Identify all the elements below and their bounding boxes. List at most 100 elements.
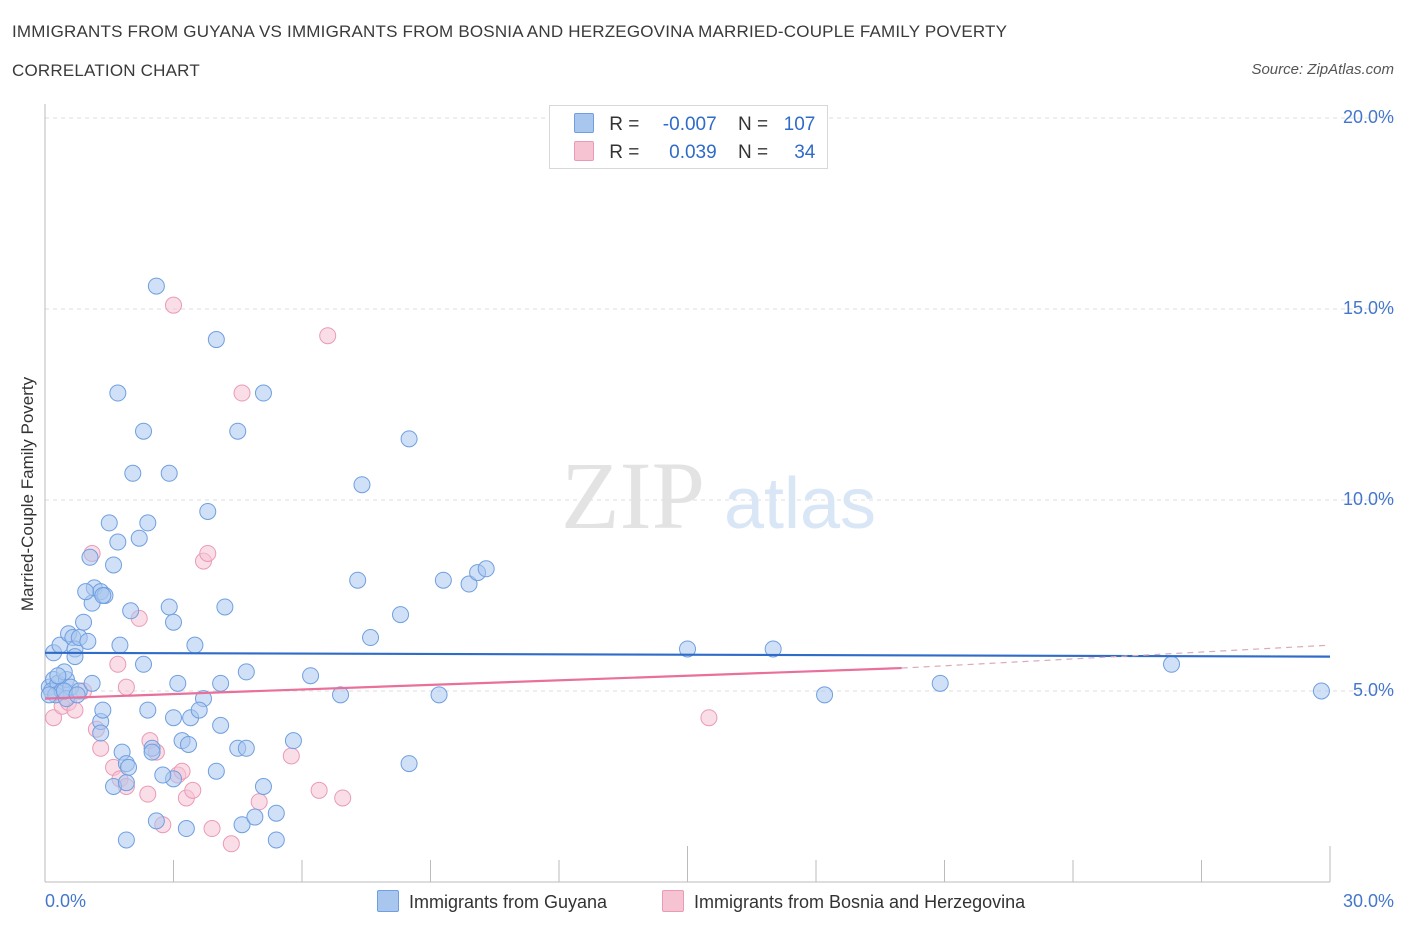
bosnia-point [319, 327, 337, 345]
guyana-point [160, 464, 178, 482]
guyana-point [199, 502, 217, 520]
guyana-point [139, 701, 157, 719]
trend-line-guyana [44, 651, 1331, 658]
guyana-point [362, 629, 380, 647]
guyana-point [165, 613, 182, 631]
bosnia-point [334, 789, 352, 807]
bosnia-point [250, 793, 268, 811]
legend-label-bosnia: Immigrants from Bosnia and Herzegovina [694, 892, 1026, 912]
legend-item-guyana: Immigrants from Guyana [377, 890, 607, 913]
guyana-point [1312, 682, 1330, 700]
guyana-point [135, 422, 153, 440]
guyana-point [94, 587, 112, 604]
guyana-point [332, 686, 350, 704]
guyana-point [254, 778, 272, 795]
guyana-point [816, 686, 834, 704]
guyana-point [207, 762, 225, 780]
bosnia-point [282, 747, 300, 765]
watermark: ZIP atlas [561, 442, 876, 549]
r-value: 0.039 [669, 142, 717, 163]
guyana-point [1163, 655, 1181, 673]
guyana-point [143, 743, 161, 761]
x-tick-label-max: 30.0% [1342, 891, 1394, 911]
guyana-point [177, 820, 195, 838]
guyana-point [246, 808, 264, 826]
r-label: R = [609, 114, 640, 135]
guyana-point [122, 602, 140, 620]
guyana-point [94, 701, 112, 719]
bosnia-point [165, 296, 182, 314]
legend-label-guyana: Immigrants from Guyana [409, 892, 608, 912]
y-tick-label: 5.0% [1352, 680, 1394, 700]
guyana-point [109, 533, 127, 551]
guyana-point [764, 640, 782, 658]
guyana-point [434, 571, 452, 589]
guyana-point [100, 514, 118, 532]
guyana-point [135, 655, 153, 673]
legend-row-guyana: R = -0.007 N = 107 [574, 113, 815, 136]
series-bosnia-points [45, 296, 718, 853]
guyana-point [83, 674, 101, 692]
guyana-point [130, 529, 148, 547]
bosnia-point [700, 709, 718, 727]
guyana-point [124, 464, 142, 482]
guyana-point [400, 430, 418, 448]
bosnia-point [139, 785, 157, 803]
guyana-point [111, 636, 129, 654]
y-tick-label: 20.0% [1342, 107, 1394, 127]
bosnia-point [199, 544, 217, 562]
guyana-point [430, 686, 448, 704]
guyana-point [392, 606, 410, 624]
bosnia-point [310, 781, 328, 799]
chart-title-line2: CORRELATION CHART [12, 61, 200, 80]
stats-legend: R = -0.007 N = 107 R = 0.039 N = 34 [549, 105, 828, 169]
bosnia-point [109, 655, 127, 673]
bosnia-point [45, 709, 63, 727]
bosnia-legend-swatch [662, 890, 684, 912]
trend-lines [44, 644, 1331, 700]
n-label: N = [737, 114, 769, 135]
source-label: Source: ZipAtlas.com [1251, 61, 1394, 78]
guyana-point [81, 548, 99, 566]
guyana-point [40, 686, 58, 704]
guyana-point [679, 640, 696, 658]
gridlines [45, 117, 1395, 692]
guyana-point [267, 831, 285, 849]
guyana-point [267, 804, 285, 822]
guyana-point [460, 575, 478, 593]
guyana-point [117, 831, 135, 849]
y-tick-label: 10.0% [1342, 489, 1394, 509]
guyana-legend-swatch [377, 890, 399, 912]
guyana-point [120, 758, 138, 776]
guyana-point [284, 732, 302, 750]
n-label: N = [737, 142, 769, 163]
r-value: -0.007 [662, 114, 717, 135]
trend-line-bosnia [44, 666, 902, 700]
guyana-point [139, 514, 157, 532]
guyana-point [931, 674, 949, 692]
legend-row-bosnia: R = 0.039 N = 34 [574, 141, 815, 164]
guyana-point [186, 636, 204, 654]
guyana-point [154, 766, 172, 784]
guyana-point [105, 556, 123, 574]
guyana-point [237, 663, 255, 681]
guyana-point [212, 716, 230, 734]
guyana-point [229, 422, 247, 440]
bosnia-point [184, 781, 202, 799]
guyana-point [77, 583, 95, 601]
trend-line-bosnia-extension [901, 644, 1331, 669]
guyana-point [147, 812, 165, 830]
bosnia-point [233, 384, 251, 402]
guyana-point [233, 816, 251, 834]
r-label: R = [609, 142, 640, 163]
guyana-swatch [574, 113, 594, 133]
bosnia-swatch [574, 141, 594, 161]
guyana-point [349, 571, 367, 589]
bosnia-point [222, 835, 240, 853]
y-tick-label: 15.0% [1342, 298, 1394, 318]
guyana-point [216, 598, 234, 616]
watermark-atlas: atlas [724, 464, 876, 544]
guyana-point [109, 384, 127, 402]
guyana-point [66, 648, 84, 666]
